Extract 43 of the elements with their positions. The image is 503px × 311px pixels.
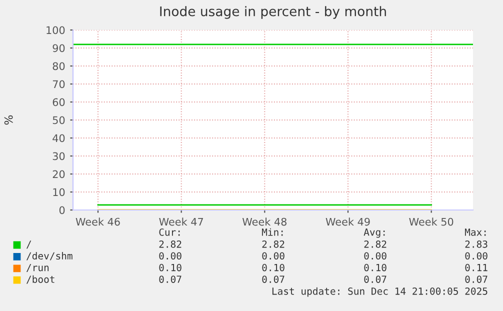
text: 0.07: [159, 276, 182, 283]
y-tick-label: 20: [52, 170, 65, 178]
text: Avg:: [364, 228, 385, 238]
text: 0.11: [465, 264, 488, 272]
text: 0.00: [364, 252, 386, 260]
legend-label: /run: [26, 264, 49, 272]
text: 0.07: [465, 276, 488, 283]
x-tick-label: Week 46: [76, 218, 120, 226]
y-axis-title: %: [4, 115, 13, 125]
y-tick-label: 90: [52, 44, 65, 52]
text: 0.00: [262, 252, 284, 260]
y-tick-label: 60: [52, 98, 65, 106]
text: 2.82: [262, 240, 284, 248]
y-tick-label: 30: [52, 152, 65, 160]
text: 2.82: [159, 240, 182, 248]
text: 2.83: [465, 240, 488, 248]
text: 0.00: [159, 252, 182, 260]
legend-label: /: [26, 240, 32, 249]
x-tick-label: Week 49: [326, 218, 370, 226]
text: 2.82: [364, 240, 386, 248]
legend-label: /boot: [26, 275, 54, 284]
text: 0.00: [465, 252, 488, 260]
text: 0.10: [364, 264, 386, 272]
text: Cur:: [159, 228, 180, 236]
text: Max:: [464, 228, 486, 236]
text: 0.07: [262, 276, 284, 283]
y-tick-label: 80: [52, 62, 65, 70]
y-tick-label: 50: [52, 116, 65, 124]
y-tick-label: 70: [52, 80, 65, 88]
y-tick-label: 40: [52, 134, 65, 142]
x-tick-label: Week 47: [159, 218, 203, 226]
text: 0.07: [364, 276, 386, 283]
y-tick-label: 0: [59, 206, 65, 214]
chart-title: Inode usage in percent - by month: [160, 6, 386, 19]
x-tick-label: Week 50: [409, 218, 454, 226]
text: 0.10: [262, 264, 284, 272]
legend-label: /dev/shm: [26, 252, 72, 260]
text: Last update: Sun Dec 14 21:00:05 2025: [272, 287, 488, 297]
x-tick-label: Week 48: [242, 218, 287, 226]
y-tick-label: 10: [53, 188, 65, 196]
text: 0.10: [159, 264, 182, 272]
y-tick-label: 100: [46, 26, 65, 34]
text: Min:: [262, 228, 283, 236]
